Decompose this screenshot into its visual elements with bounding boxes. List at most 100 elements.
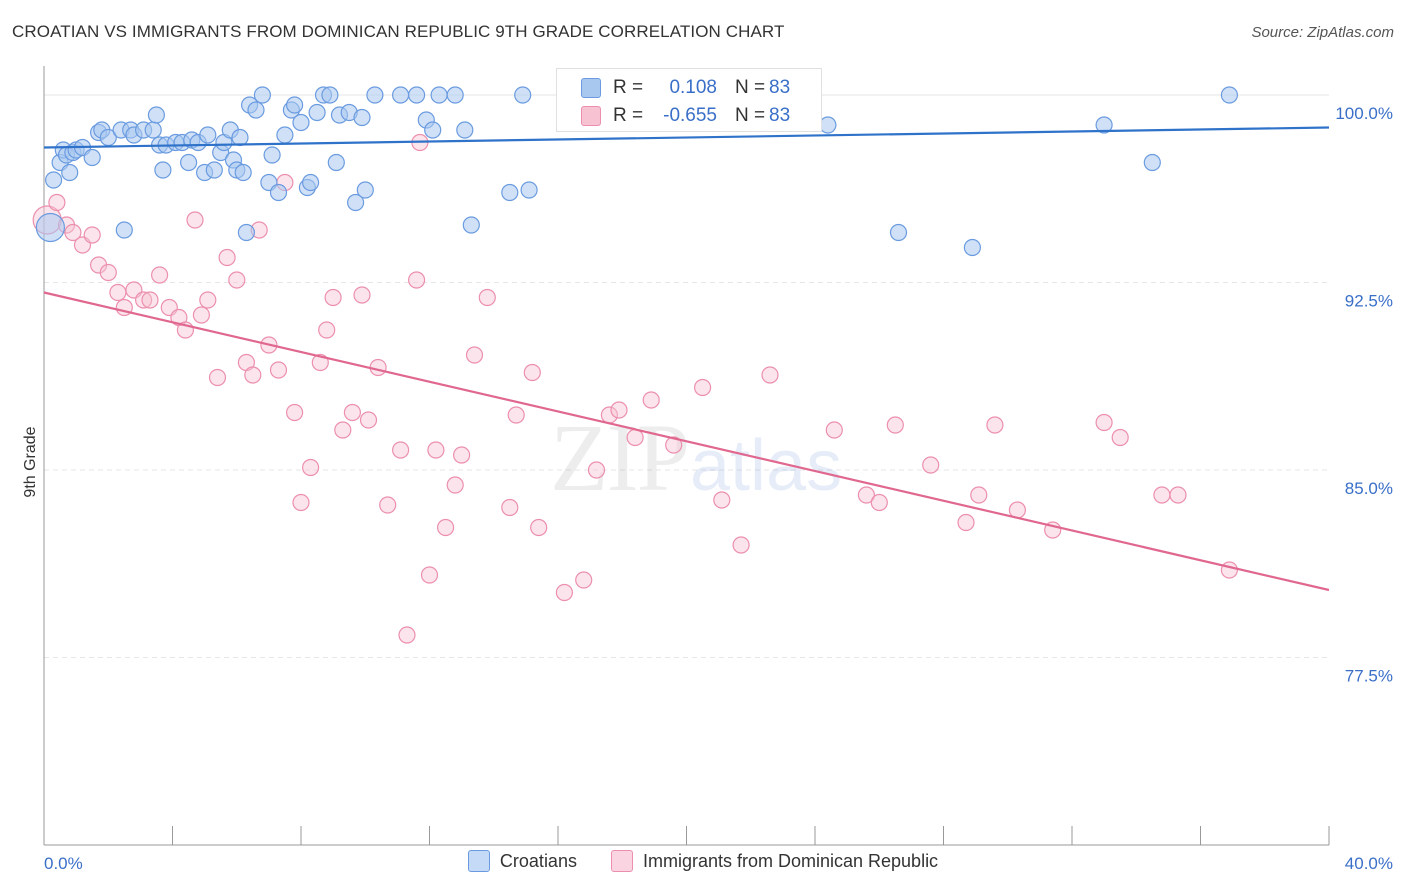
point-dominican [575,571,593,589]
point-croatians [356,181,374,199]
point-croatians [237,223,255,242]
point-croatians [61,163,79,182]
point-dominican [208,368,227,387]
point-croatians [276,126,294,144]
blue-swatch [581,78,601,98]
point-croatians [292,113,310,132]
point-dominican [437,518,455,537]
r-value: -0.655 [663,105,717,126]
point-croatians [180,153,198,172]
point-croatians [501,183,519,202]
point-croatians [269,183,288,202]
point-dominican [555,583,574,602]
point-croatians [44,171,63,189]
point-dominican [427,441,445,459]
point-dominican [141,291,159,309]
point-dominican [886,416,904,434]
stats-row-pink: R = -0.655 N = 83 [557,101,821,129]
point-croatians [263,146,281,164]
trend-line-croatians [43,126,1330,149]
series-legend: Croatians Immigrants from Dominican Repu… [0,850,1406,872]
y-tick-label: 85.0% [1345,479,1393,498]
point-dominican [186,211,204,229]
point-dominican [761,366,779,384]
point-dominican [334,421,352,439]
point-croatians [286,96,304,114]
legend-label: Croatians [499,850,577,871]
grid-lines [44,94,1329,658]
point-croatians [154,161,172,179]
point-croatians [1143,153,1161,172]
point-dominican [269,361,288,379]
point-dominican [825,421,843,439]
point-croatians [253,86,271,104]
point-dominican [610,401,628,419]
stats-legend: R = 0.108 N = 83 R = -0.655 N = 83 [556,68,822,132]
point-dominican [587,461,606,479]
point-croatians [963,238,982,257]
axes [43,66,1330,846]
stats-row-blue: R = 0.108 N = 83 [557,73,821,101]
source-label: Source: ZipAtlas.com [1251,24,1394,41]
point-dominican [857,486,876,504]
r-label: R = [613,77,644,98]
point-dominican [523,363,541,382]
point-dominican [64,223,82,242]
point-croatians [147,106,165,124]
point-dominican [292,493,310,512]
point-dominican [957,513,975,532]
point-dominican [465,346,484,364]
point-croatians [408,86,426,104]
point-dominican [507,406,525,424]
point-dominican [1153,486,1171,504]
point-croatians [366,86,384,104]
watermark-zip: ZIP [550,404,688,511]
point-dominican [665,436,683,454]
point-dominican [218,248,236,267]
trend-line-dominican [43,291,1330,592]
n-label: N = [735,77,766,98]
point-dominican [199,291,217,309]
pink-series-points [32,133,1239,644]
trend-lines [43,126,1330,592]
n-label: N = [735,105,766,126]
y-axis-label: 9th Grade [22,426,39,497]
point-dominican [302,458,320,477]
point-dominican [870,493,888,512]
x-tick-label-end: 40.0% [1345,854,1393,873]
legend-item-croatians[interactable]: Croatians [467,850,577,872]
point-dominican [286,403,304,422]
point-dominican [48,193,66,212]
x-tick-label-start: 0.0% [44,854,83,873]
point-dominican [99,263,117,282]
point-croatians [520,181,538,199]
legend-item-dominican[interactable]: Immigrants from Dominican Republic [610,850,939,872]
point-dominican [228,271,246,289]
point-croatians [327,153,345,172]
point-dominican [642,391,660,409]
point-croatians [234,163,252,182]
point-dominican [392,441,410,459]
y-tick-label: 92.5% [1345,292,1393,311]
point-dominican [192,306,210,324]
point-croatians [446,86,464,104]
point-croatians [353,108,371,127]
point-dominican [359,411,378,429]
point-croatians [514,86,532,104]
point-dominican [324,288,342,307]
point-dominican [453,446,471,464]
point-croatians [819,116,837,134]
point-croatians [205,161,223,179]
r-value: 0.108 [669,77,717,98]
point-croatians [462,216,480,234]
y-tick-label: 100.0% [1335,104,1393,123]
point-dominican [1095,413,1113,432]
point-croatians [1220,86,1239,104]
point-dominican [408,271,426,289]
point-dominican [151,266,169,284]
point-croatians [392,86,410,104]
point-croatians [83,148,101,167]
point-dominican [244,366,262,384]
legend-label: Immigrants from Dominican Republic [642,850,939,871]
